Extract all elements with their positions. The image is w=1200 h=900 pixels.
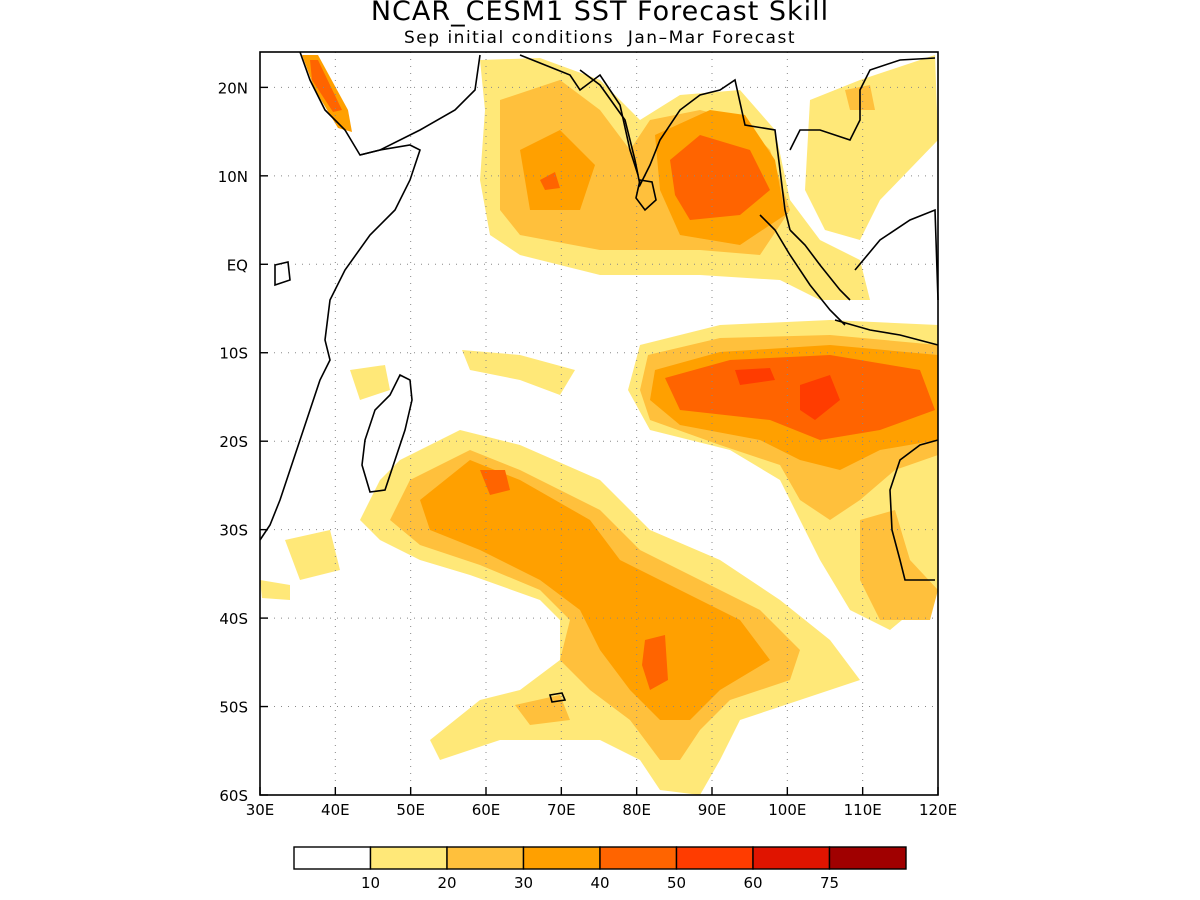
map-subtitle: Sep initial conditions Jan–Mar Forecast <box>404 28 796 48</box>
lat-tick-label: EQ <box>227 256 248 274</box>
colorbar-label: 40 <box>590 874 609 892</box>
lat-tick-label: 50S <box>219 699 248 717</box>
lat-tick-label: 20S <box>219 433 248 451</box>
colorbar-label: 10 <box>361 874 380 892</box>
colorbar: 10 20 30 40 50 60 75 <box>293 846 907 892</box>
lon-tick-label: 120E <box>919 801 957 819</box>
lat-tick-label: 30S <box>219 522 248 540</box>
coastline-southeast-asia <box>789 57 936 151</box>
colorbar-swatch <box>522 846 601 870</box>
latitude-tick-labels: 20N 10N EQ 10S 20S 30S 40S 50S 60S <box>218 79 268 805</box>
coastline-sri-lanka <box>635 179 657 212</box>
colorbar-label: 75 <box>820 874 839 892</box>
lon-tick-label: 60E <box>472 801 501 819</box>
colorbar-label: 20 <box>437 874 456 892</box>
lat-tick-label: 20N <box>218 79 248 97</box>
colorbar-swatch <box>369 846 448 870</box>
map-title: NCAR_CESM1 SST Forecast Skill <box>370 0 830 27</box>
lat-tick-label: 10S <box>219 345 248 363</box>
lat-tick-label: 60S <box>219 787 248 805</box>
lon-tick-label: 90E <box>698 801 727 819</box>
lon-tick-label: 70E <box>547 801 576 819</box>
coastline-arabia <box>359 54 481 156</box>
coastline-africa <box>259 51 421 541</box>
colorbar-label: 50 <box>667 874 686 892</box>
lon-tick-label: 30E <box>246 801 275 819</box>
lon-tick-label: 40E <box>321 801 350 819</box>
longitude-tick-labels: 30E 40E 50E 60E 70E 80E 90E 100E 110E 120E <box>246 787 957 819</box>
colorbar-label: 60 <box>743 874 762 892</box>
lat-tick-label: 40S <box>219 610 248 628</box>
colorbar-swatch <box>446 846 525 870</box>
colorbar-swatch <box>293 846 372 870</box>
coastline-india <box>579 69 791 231</box>
coastlines <box>259 51 939 703</box>
lon-tick-label: 110E <box>844 801 882 819</box>
map-frame <box>259 51 939 796</box>
colorbar-swatch <box>599 846 678 870</box>
lat-tick-label: 10N <box>218 168 248 186</box>
colorbar-swatch <box>828 846 907 870</box>
coastline-madagascar <box>361 373 413 493</box>
lon-tick-label: 100E <box>768 801 806 819</box>
skill-shading <box>260 55 938 795</box>
colorbar-label: 30 <box>514 874 533 892</box>
lon-tick-label: 50E <box>396 801 425 819</box>
coastline-australia <box>889 439 939 581</box>
colorbar-swatch <box>752 846 831 870</box>
colorbar-swatch <box>675 846 754 870</box>
lon-tick-label: 80E <box>622 801 651 819</box>
grid-lines <box>260 52 938 795</box>
